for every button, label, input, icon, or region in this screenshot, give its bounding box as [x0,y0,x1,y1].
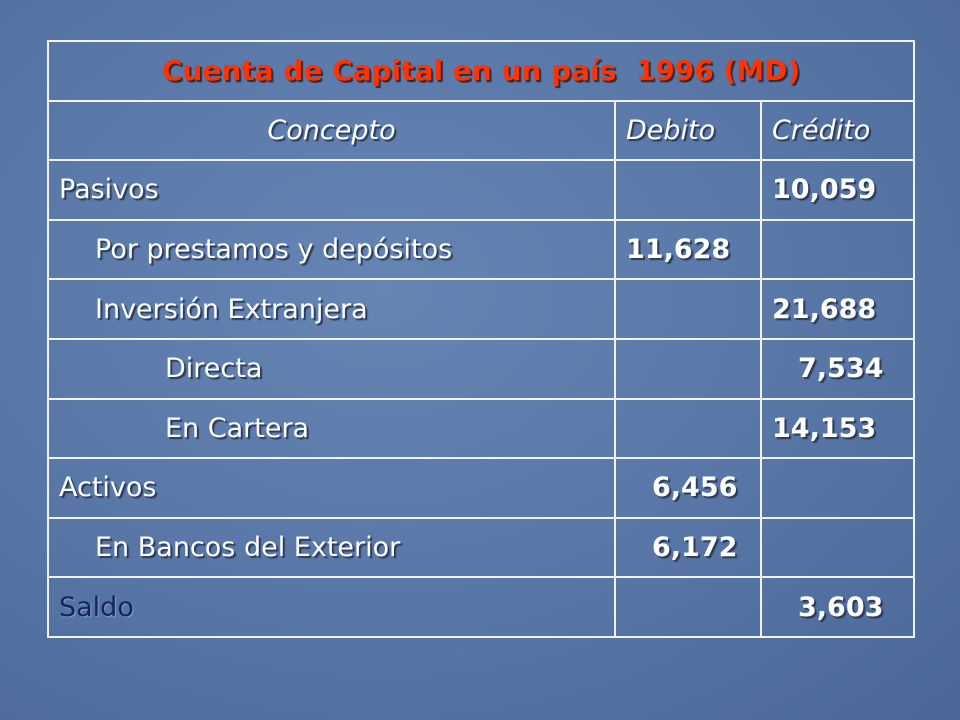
header-row: Concepto Debito Crédito [47,99,916,162]
concepto-cell: En Bancos del Exterior [47,516,616,579]
credito-cell [759,457,916,519]
credito-cell [759,218,916,281]
row: Por prestamos y depósitos 11,628 [47,218,916,281]
credito-cell: 21,688 [759,278,916,340]
credito-cell: 14,153 [759,397,916,460]
debito-cell: 6,172 [614,516,762,579]
row: En Bancos del Exterior 6,172 [47,516,916,579]
row: Pasivos 10,059 [47,159,916,221]
concepto-cell: Activos [47,457,616,519]
concepto-cell: Saldo [47,576,616,638]
credito-cell [759,516,916,579]
header-cell: Crédito [759,99,916,162]
debito-cell: 11,628 [614,218,762,281]
header-cell: Concepto [47,99,616,162]
row: Saldo 3,603 [47,576,916,638]
concepto-cell: En Cartera [47,397,616,460]
capital-table: Cuenta de Capital en un país 1996 (MD) C… [46,40,916,638]
concepto-cell: Pasivos [47,159,616,221]
header-cell: Debito [614,99,762,162]
row: En Cartera 14,153 [47,397,916,460]
debito-cell [614,576,762,638]
row: Directa 7,534 [47,337,916,400]
credito-cell: 7,534 [759,337,916,400]
credito-cell: 3,603 [759,576,916,638]
row: Activos 6,456 [47,457,916,519]
debito-cell [614,337,762,400]
table-title: Cuenta de Capital en un país 1996 (MD) [46,40,916,102]
concepto-cell: Inversión Extranjera [47,278,616,340]
concepto-cell: Por prestamos y depósitos [47,218,616,281]
debito-cell [614,159,762,221]
concepto-cell: Directa [47,337,616,400]
debito-cell [614,278,762,340]
debito-cell: 6,456 [614,457,762,519]
debito-cell [614,397,762,460]
row: Inversión Extranjera 21,688 [47,278,916,340]
title-row: Cuenta de Capital en un país 1996 (MD) [46,40,916,102]
credito-cell: 10,059 [759,159,916,221]
